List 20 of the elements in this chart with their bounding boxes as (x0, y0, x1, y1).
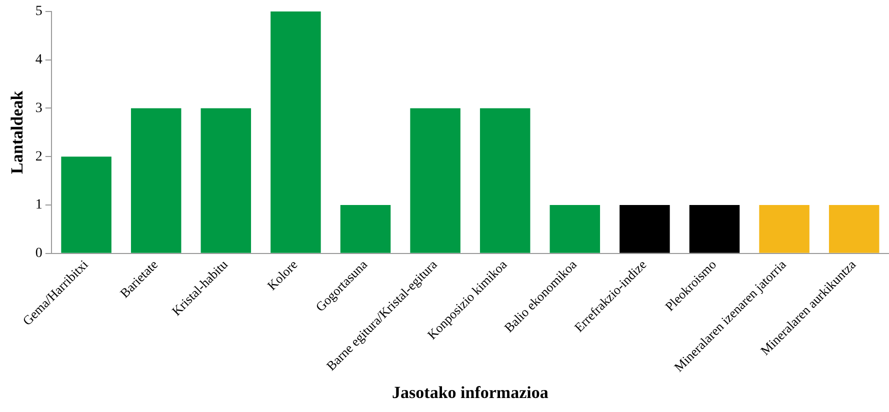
bar (340, 204, 391, 253)
bar (550, 204, 600, 253)
y-tick-label: 1 (35, 198, 42, 213)
y-tick-label: 5 (35, 4, 42, 20)
bar (828, 204, 880, 253)
bar (270, 11, 321, 253)
x-axis-title: Jasotako informazioa (392, 383, 549, 402)
y-tick-label: 0 (35, 246, 42, 262)
bar (689, 204, 740, 253)
y-tick-label: 3 (35, 100, 42, 116)
y-tick-label: 2 (35, 149, 42, 164)
bar (620, 204, 670, 253)
bar (130, 108, 182, 253)
bar (410, 108, 460, 253)
y-axis-title: Lantaldeak (8, 90, 27, 174)
y-tick-label: 4 (35, 52, 42, 68)
bar (480, 108, 530, 253)
bar (759, 204, 810, 253)
bar (200, 108, 252, 253)
bar (61, 156, 112, 253)
